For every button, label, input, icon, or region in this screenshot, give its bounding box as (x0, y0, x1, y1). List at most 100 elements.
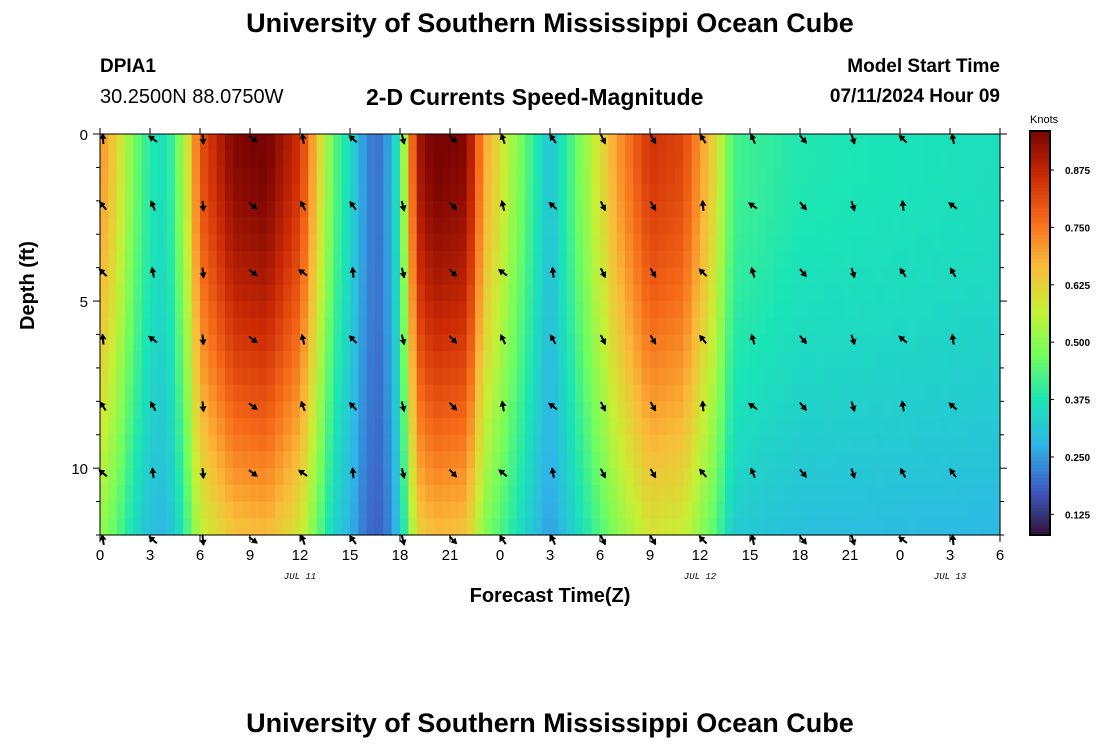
heatmap-cell (150, 184, 159, 202)
heatmap-cell (791, 317, 801, 336)
heatmap-cell (700, 267, 709, 285)
heatmap-cell (516, 234, 526, 252)
heatmap-cell (583, 184, 593, 202)
heatmap-cell (783, 184, 793, 202)
heatmap-cell (658, 250, 668, 269)
heatmap-cell (741, 150, 751, 169)
current-arrow (899, 199, 907, 211)
heatmap-cell (775, 401, 784, 419)
heatmap-cell (508, 518, 518, 536)
colorbar-tick-label: 0.125 (1065, 510, 1090, 521)
heatmap-cell (333, 501, 343, 519)
heatmap-cell (166, 418, 176, 436)
heatmap-cell (100, 150, 109, 169)
heatmap-cell (325, 134, 334, 152)
heatmap-cell (433, 501, 443, 519)
heatmap-cell (566, 284, 576, 302)
heatmap-cell (316, 401, 326, 419)
y-tick-label: 5 (80, 294, 88, 311)
heatmap-cell (858, 501, 868, 519)
heatmap-cell (216, 384, 226, 402)
heatmap-cell (125, 234, 134, 252)
heatmap-cell (283, 518, 293, 536)
heatmap-cell (141, 134, 151, 152)
heatmap-cell (108, 200, 118, 219)
heatmap-cell (483, 418, 493, 436)
heatmap-cell (383, 184, 393, 202)
heatmap-cell (300, 184, 309, 202)
heatmap-cell (158, 267, 168, 285)
heatmap-cell (916, 518, 926, 536)
heatmap-cell (875, 384, 884, 402)
heatmap-cell (558, 234, 568, 252)
heatmap-cell (150, 217, 159, 235)
heatmap-cell (608, 134, 618, 152)
heatmap-cell (683, 184, 693, 202)
heatmap-cell (275, 367, 284, 386)
current-arrow (649, 267, 657, 278)
heatmap-cell (550, 217, 559, 235)
heatmap-cell (141, 351, 151, 369)
x-tick-label: 12 (292, 547, 309, 564)
colorbar-swatch (1030, 168, 1050, 172)
current-arrow (399, 200, 407, 212)
heatmap-cell (358, 284, 368, 302)
heatmap-cell (925, 200, 934, 219)
heatmap-cell (708, 501, 718, 519)
heatmap-cell (825, 234, 834, 252)
heatmap-cell (191, 434, 201, 453)
heatmap-cell (975, 167, 984, 185)
heatmap-cell (466, 250, 476, 269)
heatmap-cell (916, 250, 926, 269)
heatmap-cell (933, 234, 943, 252)
heatmap-cell (833, 234, 843, 252)
heatmap-cell (100, 250, 109, 269)
heatmap-cell (225, 334, 234, 352)
heatmap-cell (308, 401, 318, 419)
heatmap-cell (616, 401, 626, 419)
x-tick-label: 21 (442, 547, 459, 564)
heatmap-cell (800, 451, 809, 469)
heatmap-cell (608, 518, 618, 536)
heatmap-cell (341, 468, 351, 486)
heatmap-cell (933, 184, 943, 202)
current-arrow (248, 135, 258, 143)
heatmap-cell (650, 250, 659, 269)
heatmap-cell (183, 418, 193, 436)
heatmap-cell (616, 334, 626, 352)
heatmap-cell (350, 468, 359, 486)
current-arrow (749, 133, 757, 144)
heatmap-cell (241, 367, 251, 386)
heatmap-cell (341, 401, 351, 419)
heatmap-cell (225, 367, 234, 386)
heatmap-cell (983, 468, 993, 486)
heatmap-cell (691, 200, 701, 219)
heatmap-cell (875, 167, 884, 185)
heatmap-cell (375, 518, 384, 536)
heatmap-cell (400, 434, 409, 453)
heatmap-cell (725, 200, 734, 219)
heatmap-cell (200, 518, 209, 536)
heatmap-cell (800, 301, 809, 319)
current-arrow (199, 267, 207, 279)
heatmap-cell (966, 234, 976, 252)
heatmap-cell (841, 468, 851, 486)
heatmap-cell (716, 367, 726, 386)
heatmap-cell (358, 301, 368, 319)
heatmap-cell (450, 518, 459, 536)
heatmap-cell (833, 418, 843, 436)
heatmap-cell (800, 384, 809, 402)
heatmap-cell (675, 234, 684, 252)
heatmap-cell (875, 501, 884, 519)
heatmap-cell (191, 518, 201, 536)
colorbar-swatch (1030, 205, 1050, 210)
x-tick-label: 0 (96, 547, 104, 564)
heatmap-cell (516, 334, 526, 352)
heatmap-cell (233, 134, 243, 152)
heatmap-cell (291, 301, 301, 319)
heatmap-cell (591, 501, 601, 519)
heatmap-cell (366, 150, 376, 169)
heatmap-cell (775, 418, 784, 436)
current-arrow (548, 402, 558, 411)
colorbar-swatch (1030, 477, 1050, 482)
